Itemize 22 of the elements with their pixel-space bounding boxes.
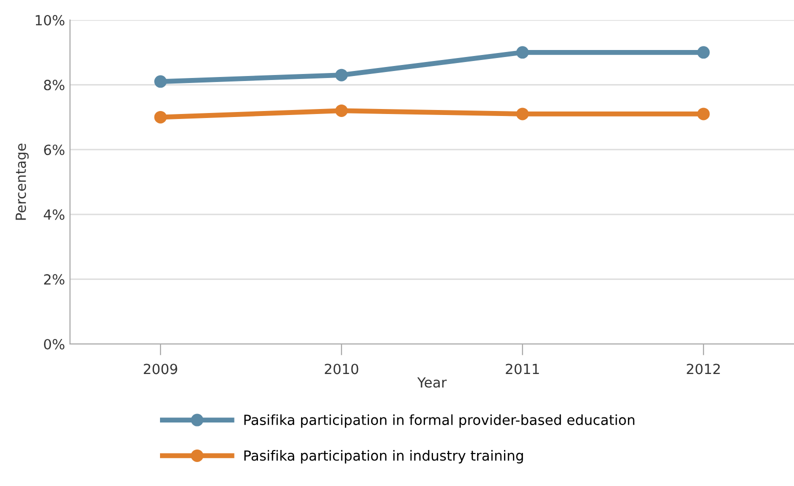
- point: [335, 104, 348, 117]
- point: [154, 110, 167, 124]
- y-tick-label: 10%: [36, 14, 64, 26]
- x-tick-label: 2010: [324, 364, 358, 374]
- legend-label: Pasifika participation in formal provider-based education: [244, 414, 634, 428]
- point: [697, 108, 710, 120]
- x-axis-title: Year: [417, 377, 447, 388]
- x-tick-label: 2012: [686, 364, 720, 374]
- x-tick-label: 2009: [144, 364, 178, 374]
- point: [335, 68, 348, 82]
- y-tick-label: 8%: [44, 80, 64, 90]
- point: [516, 46, 529, 59]
- legend-label: Pasifika participation in industry training: [244, 450, 523, 464]
- y-axis-title: Percentage: [16, 144, 29, 220]
- point: [154, 75, 167, 88]
- y-tick-label: 4%: [44, 209, 64, 220]
- x-tick-label: 2011: [506, 364, 539, 374]
- point: [697, 46, 710, 59]
- y-tick-label: 2%: [44, 274, 64, 285]
- y-tick-label: 6%: [44, 144, 64, 156]
- y-tick-label: 0%: [44, 338, 64, 350]
- point: [516, 108, 529, 120]
